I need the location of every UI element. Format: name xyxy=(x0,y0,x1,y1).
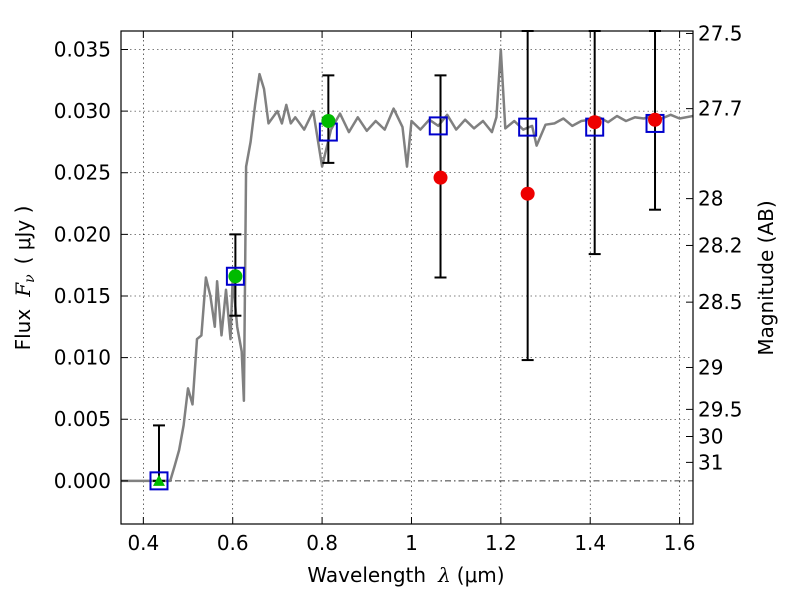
detection-point xyxy=(321,113,336,128)
plot-frame xyxy=(120,30,694,525)
y-tick-label: 0.025 xyxy=(54,161,111,185)
model-photometry-square xyxy=(428,116,448,136)
nir-point xyxy=(520,186,535,201)
ticks-layer: 0.4 0.6 0.8 1 1.2 1.4 1.6 0.000 0.005 0.010 0.015 0… xyxy=(54,21,743,555)
y-tick-label: 0.000 xyxy=(54,469,111,493)
y-tick-label: 0.015 xyxy=(54,284,111,308)
model-photometry-square xyxy=(149,471,169,491)
mag-tick-label: 29 xyxy=(698,355,723,379)
upper-limit-triangle xyxy=(152,474,165,486)
mag-tick-label: 31 xyxy=(698,450,723,474)
nir-point xyxy=(433,170,448,185)
x-tick-label: 0.8 xyxy=(306,531,338,555)
x-tick-label: 1.2 xyxy=(485,531,517,555)
mag-tick-label: 29.5 xyxy=(698,397,743,421)
x-tick-label: 1 xyxy=(405,531,418,555)
model-photometry-square xyxy=(518,117,538,137)
y-tick-label: 0.035 xyxy=(54,37,111,61)
model-photometry-square xyxy=(225,266,245,286)
y-tick-label: 0.010 xyxy=(54,346,111,370)
model-sed-line xyxy=(121,48,693,483)
mag-tick-label: 27.5 xyxy=(698,21,743,45)
mag-tick-label: 28.2 xyxy=(698,233,743,257)
x-tick-label: 1.4 xyxy=(574,531,606,555)
series-layer xyxy=(121,48,693,483)
x-axis-label: Wavelength λ (μm) xyxy=(307,563,504,587)
y-axis-label: FluxFν( μJy ) xyxy=(11,206,38,351)
mag-tick-label: 30 xyxy=(698,424,723,448)
mag-tick-label: 28.5 xyxy=(698,290,743,314)
detection-point xyxy=(228,269,243,284)
y-tick-label: 0.030 xyxy=(54,99,111,123)
markers-layer xyxy=(149,112,665,491)
nir-point xyxy=(648,112,663,127)
nir-point xyxy=(587,115,602,130)
mag-tick-label: 27.7 xyxy=(698,97,743,121)
mag-tick-label: 28 xyxy=(698,187,723,211)
x-tick-label: 0.4 xyxy=(127,531,159,555)
x-tick-label: 1.6 xyxy=(664,531,696,555)
x-tick-label: 0.6 xyxy=(217,531,249,555)
y2-axis-label: Magnitude (AB) xyxy=(754,200,778,355)
y-tick-label: 0.020 xyxy=(54,222,111,246)
y-tick-label: 0.005 xyxy=(54,407,111,431)
